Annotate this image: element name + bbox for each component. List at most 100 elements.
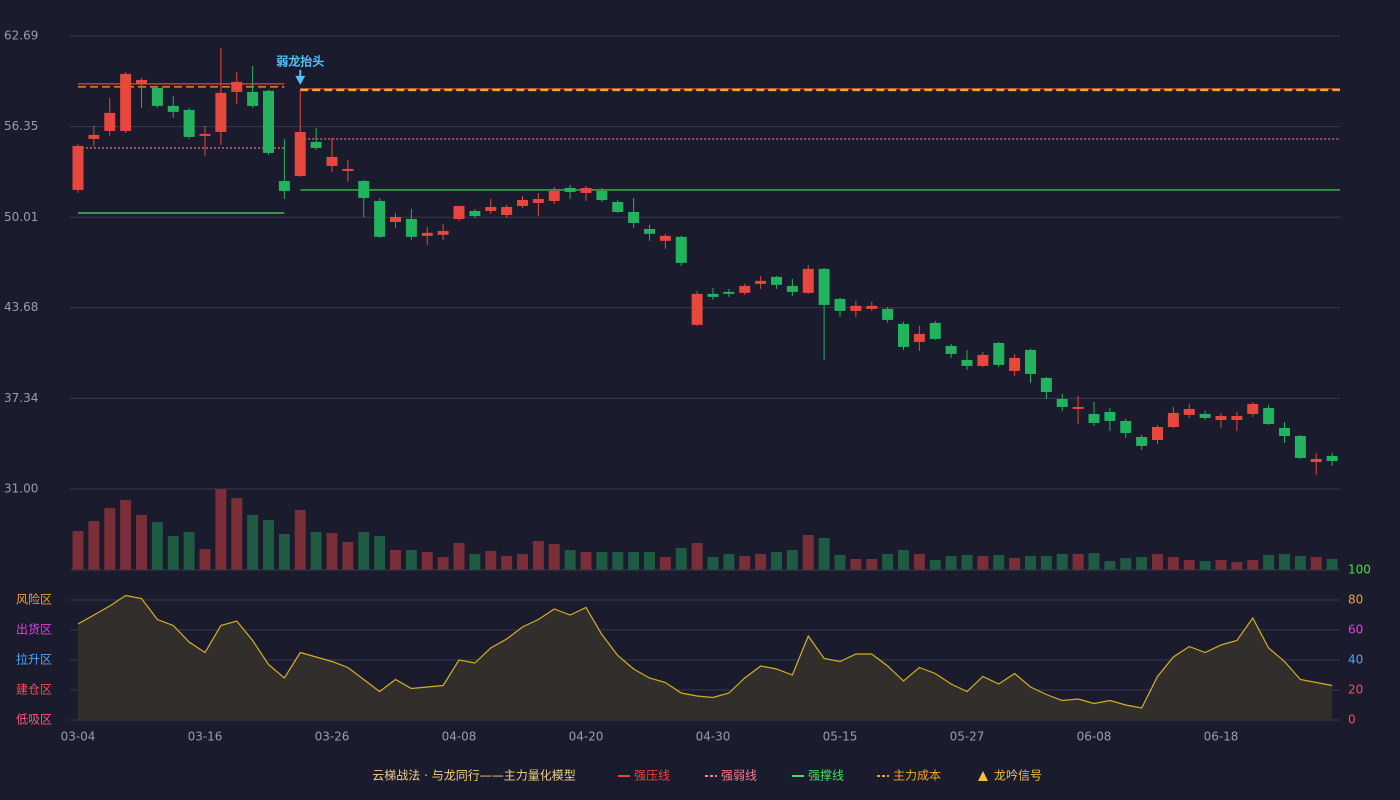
volume-bar xyxy=(485,551,497,570)
candle-body xyxy=(1104,411,1116,421)
candle-body xyxy=(1294,435,1306,458)
legend-label: 强撑线 xyxy=(808,768,844,783)
candle-body xyxy=(247,91,259,106)
volume-bar xyxy=(548,544,560,570)
candle-body xyxy=(231,81,243,92)
volume-bar xyxy=(929,560,941,570)
volume-bar xyxy=(786,550,798,570)
candle-body xyxy=(834,298,846,311)
candle-body xyxy=(644,228,655,234)
volume-bar xyxy=(517,554,528,570)
volume-bar xyxy=(374,536,386,570)
candle-body xyxy=(866,305,878,309)
volume-bar xyxy=(691,543,703,570)
zone-label: 拉升区 xyxy=(16,652,52,667)
x-tick-label: 05-15 xyxy=(823,730,858,744)
volume-bar xyxy=(913,554,925,570)
candle-body xyxy=(1263,407,1275,424)
candle-body xyxy=(691,293,703,325)
y-tick-label: 62.69 xyxy=(4,29,38,43)
candle-body xyxy=(961,359,973,366)
legend-label: 主力成本 xyxy=(893,769,941,783)
candle-body xyxy=(1025,349,1036,374)
candle-body xyxy=(993,342,1005,365)
volume-bar xyxy=(167,536,179,570)
candle-body xyxy=(1152,426,1163,440)
volume-bar xyxy=(771,552,782,570)
candle-body xyxy=(850,305,862,311)
volume-bar xyxy=(628,552,640,570)
volume-bar xyxy=(72,531,84,570)
candle-body xyxy=(215,92,227,132)
candle-body xyxy=(342,168,354,171)
legend-swatch xyxy=(978,771,988,781)
volume-bar xyxy=(1231,562,1243,570)
candle-body xyxy=(136,79,147,84)
x-tick-label: 03-26 xyxy=(315,730,350,744)
candle-body xyxy=(548,190,560,201)
volume-bar xyxy=(1310,557,1322,570)
volume-bar xyxy=(215,489,227,570)
candle-body xyxy=(1310,458,1322,462)
candle-body xyxy=(977,354,989,366)
volume-bar xyxy=(1247,560,1259,570)
candle-body xyxy=(183,109,195,137)
candle-body xyxy=(596,190,608,200)
y-tick-label: 50.01 xyxy=(4,210,38,224)
y-tick-label: 56.35 xyxy=(4,119,38,133)
x-tick-label: 05-27 xyxy=(950,730,985,744)
volume-bar xyxy=(136,515,147,570)
volume-bar xyxy=(866,559,878,570)
volume-bar xyxy=(104,508,116,570)
volume-bar xyxy=(993,555,1005,570)
volume-bar xyxy=(723,554,735,570)
volume-bar xyxy=(247,515,259,570)
volume-bar xyxy=(231,498,243,570)
volume-bar xyxy=(405,550,417,570)
volume-bar xyxy=(1136,557,1148,570)
x-tick-label: 03-04 xyxy=(61,730,96,744)
legend-label: 龙吟信号 xyxy=(994,768,1042,783)
candle-body xyxy=(151,87,163,106)
candle-body xyxy=(485,206,497,211)
volume-bar xyxy=(151,522,163,570)
x-tick-label: 04-20 xyxy=(569,730,604,744)
candle-body xyxy=(898,323,909,347)
zone-label: 低吸区 xyxy=(16,713,52,727)
volume-bar xyxy=(1183,560,1195,570)
candle-body xyxy=(564,187,576,192)
indicator-area xyxy=(78,595,1333,720)
volume-bar xyxy=(1025,556,1036,570)
volume-bar xyxy=(850,559,862,570)
indicator-tick-label: 60 xyxy=(1348,623,1363,637)
volume-bar xyxy=(898,550,909,570)
volume-bar xyxy=(1040,556,1052,570)
volume-bar xyxy=(882,554,894,570)
zone-label: 风险区 xyxy=(16,592,52,607)
volume-bar xyxy=(644,552,655,570)
annotation-label: 弱龙抬头 xyxy=(276,53,324,68)
y-tick-label: 31.00 xyxy=(4,482,38,496)
zone-label: 出货区 xyxy=(16,622,52,637)
candle-body xyxy=(913,333,925,342)
indicator-tick-label: 80 xyxy=(1348,593,1363,607)
x-tick-label: 06-08 xyxy=(1077,730,1112,744)
candle-body xyxy=(786,285,798,292)
volume-bar xyxy=(532,541,544,570)
volume-bar xyxy=(707,557,719,570)
legend-label: 强弱线 xyxy=(721,769,757,783)
volume-bar xyxy=(390,550,401,570)
candle-body xyxy=(326,156,338,166)
volume-bar xyxy=(199,549,211,570)
candle-body xyxy=(167,105,179,112)
candle-body xyxy=(278,180,290,191)
volume-bar xyxy=(739,556,751,570)
candle-body xyxy=(88,134,100,139)
candle-body xyxy=(199,133,211,136)
volume-bar xyxy=(278,534,290,570)
candle-body xyxy=(1326,455,1338,461)
volume-bar xyxy=(358,532,370,570)
candle-body xyxy=(1279,427,1290,436)
indicator-tick-label: 100 xyxy=(1348,563,1371,577)
volume-bar xyxy=(675,548,687,570)
